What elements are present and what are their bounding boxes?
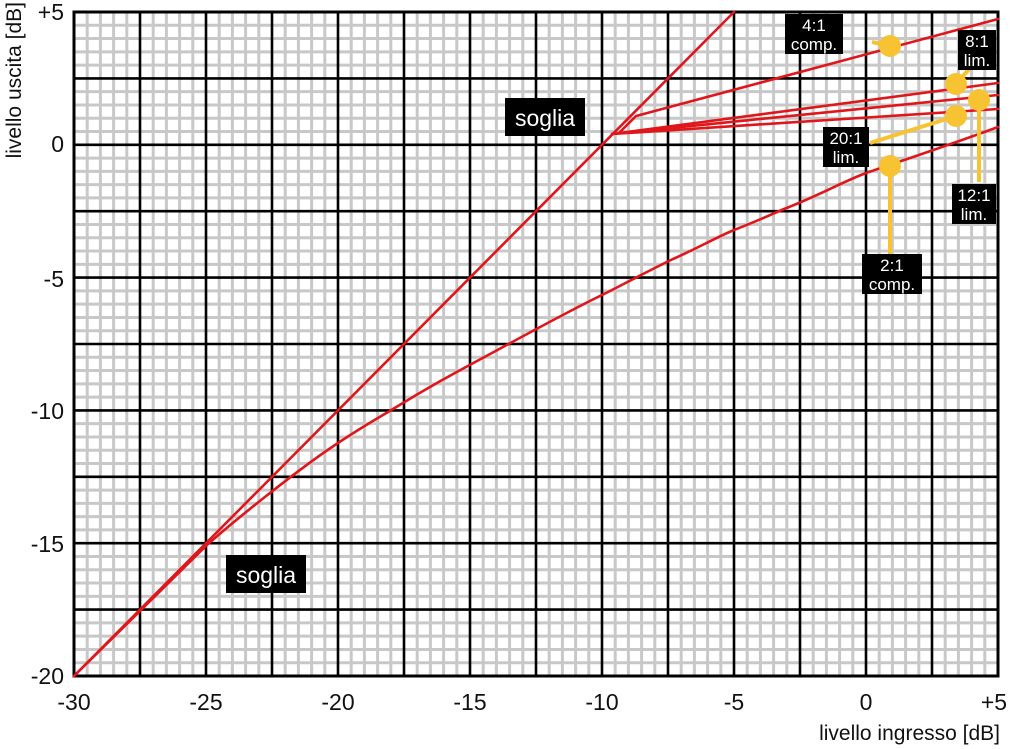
curve-2-to-1 — [72, 125, 1000, 678]
ratio-label-2-to-1: 2:1 comp. — [862, 254, 922, 294]
y-tick: -10 — [31, 398, 64, 424]
x-tick: -10 — [585, 689, 618, 715]
curve-20-to-1 — [610, 107, 1000, 136]
ratio-label-8-to-1-line2: lim. — [964, 51, 990, 70]
ratio-label-2-to-1-line1: 2:1 — [880, 256, 904, 275]
threshold-label-top: soglia — [505, 98, 585, 136]
marker-12-to-1 — [968, 89, 990, 111]
ratio-label-4-to-1-line1: 4:1 — [802, 16, 826, 35]
curve-8-to-1 — [610, 81, 1000, 136]
ratio-label-20-to-1-line1: 20:1 — [829, 129, 862, 148]
y-tick: -5 — [44, 266, 64, 292]
marker-4-to-1 — [879, 35, 901, 57]
y-axis-ticks: +5 0 -5 -10 -15 -20 — [31, 0, 64, 689]
y-tick: 0 — [51, 131, 64, 157]
leader-20-to-1 — [869, 114, 957, 145]
x-axis-title: livello ingresso [dB] — [819, 722, 1000, 745]
ratio-label-2-to-1-line2: comp. — [869, 275, 915, 294]
markers — [879, 35, 990, 177]
ratio-label-12-to-1-line2: lim. — [961, 205, 987, 224]
ratio-label-20-to-1-line2: lim. — [833, 148, 859, 167]
threshold-label-bottom: soglia — [226, 555, 306, 593]
marker-8-to-1 — [945, 73, 967, 95]
threshold-label-top-text: soglia — [515, 105, 575, 131]
curve-4-to-1 — [618, 17, 1000, 134]
ratio-label-4-to-1: 4:1 comp. — [785, 14, 843, 54]
ratio-label-8-to-1: 8:1 lim. — [958, 30, 996, 70]
curve-1-to-1 — [72, 10, 736, 678]
y-tick: -20 — [31, 663, 64, 689]
y-tick: -15 — [31, 531, 64, 557]
marker-2-to-1 — [879, 155, 901, 177]
x-tick: -20 — [321, 689, 354, 715]
ratio-label-12-to-1: 12:1 lim. — [952, 184, 996, 224]
x-tick: -25 — [189, 689, 222, 715]
x-tick: -5 — [724, 689, 744, 715]
curve-12-to-1 — [610, 93, 1000, 136]
y-axis-title: livello uscita [dB] — [3, 2, 26, 158]
plot-frame — [72, 10, 1000, 678]
x-tick: -15 — [453, 689, 486, 715]
x-axis-ticks: -30 -25 -20 -15 -10 -5 0 +5 — [57, 689, 1007, 715]
y-tick: +5 — [38, 0, 64, 25]
curves — [72, 10, 1000, 678]
ratio-label-12-to-1-line1: 12:1 — [957, 186, 990, 205]
ratio-label-8-to-1-line1: 8:1 — [965, 32, 989, 51]
threshold-label-bottom-text: soglia — [236, 562, 296, 588]
ratio-label-20-to-1: 20:1 lim. — [823, 127, 869, 167]
x-tick: -30 — [57, 689, 90, 715]
x-tick: +5 — [981, 689, 1007, 715]
x-tick: 0 — [860, 689, 873, 715]
marker-20-to-1 — [945, 105, 967, 127]
ratio-label-4-to-1-line2: comp. — [791, 35, 837, 54]
